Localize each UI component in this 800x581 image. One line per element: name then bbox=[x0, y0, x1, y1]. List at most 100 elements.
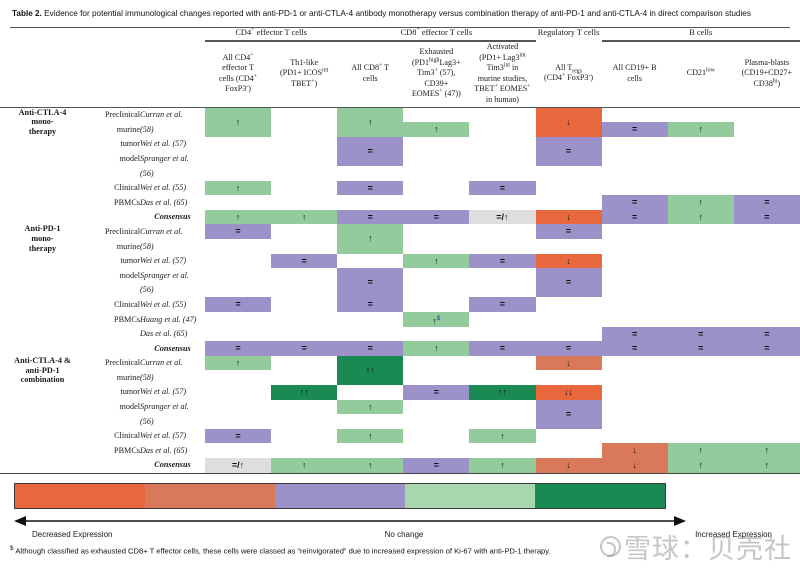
data-cell-th1_like: ↑ bbox=[271, 209, 338, 225]
legend-swatch-decreased-strong bbox=[15, 484, 145, 509]
data-cell-exhausted bbox=[403, 152, 469, 167]
data-cell-all_cd8: = bbox=[337, 268, 404, 298]
data-cell-plasmablasts bbox=[734, 254, 800, 269]
cell-swatch bbox=[205, 137, 271, 152]
data-cell-activated bbox=[469, 224, 535, 239]
table-row: PBMCs Das et al. (65) ↓ ↑ ↑ bbox=[0, 443, 800, 458]
data-cell-all_cd19 bbox=[734, 122, 800, 137]
cell-swatch bbox=[536, 181, 602, 196]
table-row: Anti-PD-1 mono-therapy Preclinical Curran e… bbox=[0, 224, 800, 254]
cell-swatch: = bbox=[601, 209, 668, 225]
table-row: (56) bbox=[0, 166, 800, 181]
cell-swatch: ↓ bbox=[535, 355, 602, 371]
study-label: (56) bbox=[140, 168, 154, 178]
study-label: Curran et al. bbox=[140, 358, 183, 368]
setting-label: murine bbox=[116, 124, 140, 134]
data-cell-exhausted: = bbox=[601, 122, 668, 137]
setting-label bbox=[85, 210, 140, 225]
cell-swatch: = bbox=[469, 341, 536, 356]
data-cell-all_cd19 bbox=[602, 283, 668, 298]
consensus-label: Consensus bbox=[154, 343, 191, 353]
cell-swatch: = bbox=[403, 457, 470, 473]
data-cell-all_cd4 bbox=[205, 370, 271, 385]
data-cell-all_cd4 bbox=[205, 152, 271, 167]
data-cell-all_tregs bbox=[536, 166, 602, 181]
group-rule-3 bbox=[601, 38, 800, 43]
legend-swatch-increased bbox=[405, 484, 535, 509]
cell-swatch: ↑ bbox=[403, 122, 470, 137]
setting-label: tumor bbox=[120, 387, 140, 397]
data-cell-all_cd4 bbox=[205, 414, 271, 429]
data-cell-cd21_low bbox=[668, 137, 734, 152]
cell-swatch bbox=[337, 414, 403, 429]
cell-swatch: = bbox=[337, 268, 404, 298]
data-cell-all_tregs: ↓ bbox=[535, 209, 602, 225]
table-row: murine (58) ↑ = ↑ bbox=[0, 122, 800, 137]
cell-swatch: = bbox=[733, 209, 800, 225]
data-cell-exhausted bbox=[403, 443, 469, 458]
cell-swatch bbox=[734, 152, 800, 167]
data-cell-all_cd19 bbox=[602, 429, 668, 444]
data-cell-plasmablasts bbox=[734, 107, 800, 122]
study-label: Wei et al. (55) bbox=[140, 183, 187, 193]
cell-swatch bbox=[602, 254, 668, 269]
study-label: Wei et al. (57) bbox=[140, 387, 187, 397]
cell-swatch bbox=[337, 195, 403, 210]
cell-swatch bbox=[337, 312, 403, 327]
cell-swatch: = bbox=[733, 341, 800, 356]
consensus-label: Consensus bbox=[154, 212, 191, 222]
table-row: Clinical Wei et al. (55) = = = bbox=[0, 297, 800, 313]
data-cell-plasmablasts: ↑ bbox=[733, 457, 800, 473]
column-header-plasmablasts: Plasma-blasts (CD19+CD27+ CD38hi) bbox=[741, 57, 793, 88]
cell-swatch: ↓ bbox=[601, 443, 668, 458]
data-cell-all_cd4 bbox=[271, 122, 337, 137]
cell-swatch bbox=[271, 356, 337, 371]
cell-swatch bbox=[205, 166, 271, 181]
table-footnote: $ Although classified as exhausted CD8+ … bbox=[10, 545, 790, 556]
data-cell-th1_like bbox=[271, 195, 337, 210]
cell-swatch bbox=[271, 239, 337, 254]
cell-swatch: = bbox=[601, 341, 668, 356]
data-cell-plasmablasts: ↑ bbox=[733, 443, 800, 458]
data-cell-cd21_low bbox=[668, 181, 734, 196]
legend-arrow bbox=[14, 514, 794, 530]
setting-label: Clinical bbox=[114, 299, 140, 309]
cell-swatch: = bbox=[535, 399, 602, 429]
data-cell-all_cd19: = bbox=[601, 326, 668, 342]
cell-swatch: = bbox=[403, 209, 470, 225]
study-label: Curran et al. bbox=[140, 226, 183, 236]
cell-swatch: = bbox=[469, 253, 536, 269]
study-label: Huang et al. (47) bbox=[140, 314, 197, 324]
data-cell-activated bbox=[469, 443, 535, 458]
study-label: (58) bbox=[140, 124, 154, 134]
data-cell-exhausted: = bbox=[403, 457, 470, 473]
cell-swatch: = bbox=[337, 341, 404, 356]
data-cell-all_cd19 bbox=[602, 137, 668, 152]
cell-swatch: = bbox=[205, 224, 272, 240]
cell-swatch bbox=[205, 312, 271, 327]
data-cell-all_cd19: = bbox=[601, 195, 668, 210]
setting-label: Preclinical bbox=[104, 226, 140, 236]
column-header-activated: Activated (PD1+ Lag3int Tim3int in murine s… bbox=[474, 42, 531, 104]
cell-swatch bbox=[668, 297, 734, 312]
data-cell-all_cd19: = bbox=[601, 209, 668, 225]
data-cell-th1_like bbox=[271, 356, 337, 371]
data-cell-th1_like bbox=[271, 400, 337, 415]
column-header-th1_like: Th1-like (PD1+ ICOSint TBET+) bbox=[280, 57, 329, 88]
cell-swatch bbox=[602, 283, 668, 298]
table-row: tumor Wei et al. (57) ↑↑ = ↑↑ ↓↓ bbox=[0, 385, 800, 400]
data-cell-cd21_low bbox=[668, 283, 734, 298]
cell-swatch bbox=[734, 429, 800, 444]
data-cell-th1_like: = bbox=[271, 253, 338, 269]
cell-swatch: = bbox=[535, 268, 602, 298]
data-cell-activated bbox=[469, 107, 535, 122]
data-cell-all_cd19: ↓ bbox=[601, 457, 668, 473]
data-cell-all_cd4 bbox=[205, 283, 271, 298]
cell-swatch bbox=[668, 429, 734, 444]
cell-swatch bbox=[602, 429, 668, 444]
cell-swatch bbox=[403, 268, 469, 283]
cell-swatch bbox=[469, 108, 535, 123]
data-cell-cd21_low bbox=[668, 356, 734, 371]
cell-swatch bbox=[668, 224, 734, 239]
